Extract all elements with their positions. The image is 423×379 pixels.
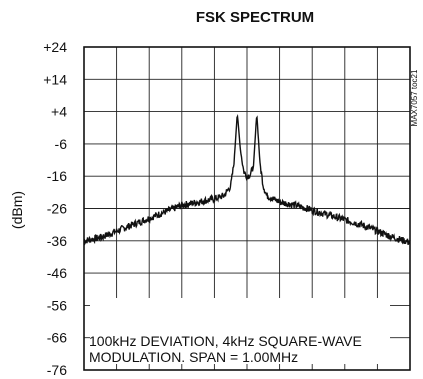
plot-frame (83, 46, 411, 371)
y-tick-label: -6 (55, 136, 68, 152)
annotation-background (90, 298, 390, 364)
y-axis-label: (dBm) (9, 191, 25, 229)
y-tick-labels: +24 +14 +4 -6 -16 -26 -36 -46 -56 -66 -76 (43, 39, 67, 378)
y-tick-label: -66 (47, 330, 67, 346)
chart-title: FSK SPECTRUM (196, 9, 314, 26)
y-tick-label: -56 (47, 297, 67, 313)
part-number-label: MAX7057 toc21 (410, 69, 419, 126)
spectrum-trace (83, 113, 411, 246)
annotation-line-2: MODULATION. SPAN = 1.00MHz (89, 349, 298, 365)
y-tick-label: -26 (47, 201, 67, 217)
y-tick-label: -36 (47, 233, 67, 249)
y-tick-label: +14 (43, 71, 67, 87)
y-tick-label: -76 (47, 362, 67, 378)
y-tick-label: +4 (51, 104, 67, 120)
y-tick-label: -16 (47, 168, 67, 184)
y-tick-label: +24 (43, 39, 67, 55)
annotation-line-1: 100kHz DEVIATION, 4kHz SQUARE-WAVE (89, 333, 362, 349)
y-tick-label: -46 (47, 265, 67, 281)
